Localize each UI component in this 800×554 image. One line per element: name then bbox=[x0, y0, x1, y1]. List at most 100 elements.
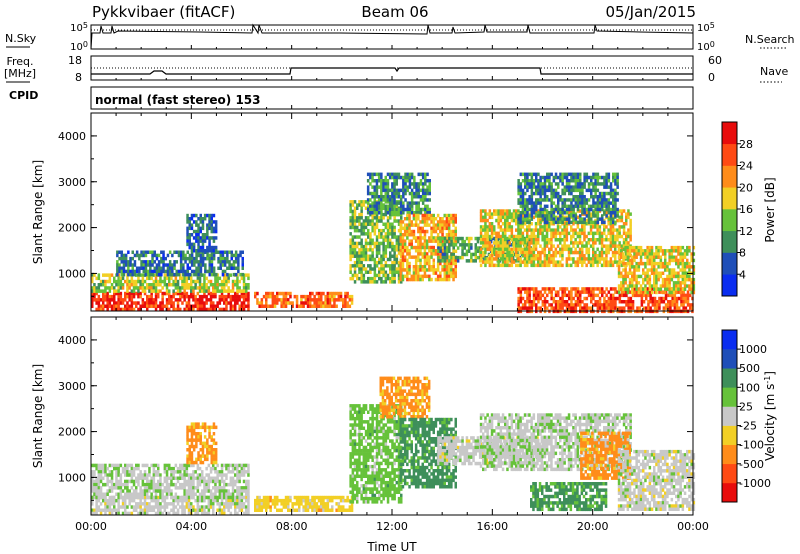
power-cell bbox=[510, 225, 514, 229]
power-cell bbox=[184, 256, 187, 261]
power-cell bbox=[331, 304, 334, 308]
power-cell bbox=[539, 220, 542, 225]
power-cell bbox=[214, 294, 217, 299]
power-cell bbox=[546, 217, 549, 221]
power-cell bbox=[637, 287, 641, 291]
power-cell bbox=[623, 293, 626, 298]
power-cell bbox=[519, 182, 523, 186]
power-cell bbox=[119, 279, 123, 284]
power-cell bbox=[495, 218, 498, 223]
power-cell bbox=[503, 255, 506, 260]
power-cell bbox=[666, 261, 669, 266]
power-cell bbox=[614, 296, 617, 301]
power-cell bbox=[441, 259, 445, 263]
power-cell bbox=[360, 257, 363, 262]
power-cell bbox=[530, 175, 534, 180]
power-cell bbox=[631, 303, 635, 307]
power-cell bbox=[360, 241, 363, 246]
power-cell bbox=[165, 291, 169, 296]
power-cell bbox=[596, 254, 599, 258]
power-cell bbox=[583, 290, 586, 294]
power-cell bbox=[561, 217, 564, 221]
power-cell bbox=[212, 269, 216, 274]
power-cell bbox=[201, 304, 204, 308]
power-cell bbox=[454, 258, 457, 263]
power-cell bbox=[658, 290, 661, 294]
power-cell bbox=[362, 228, 366, 233]
power-cell bbox=[501, 250, 505, 255]
power-cell bbox=[226, 250, 229, 254]
power-cell bbox=[616, 211, 619, 215]
power-cell bbox=[201, 223, 205, 227]
power-cell bbox=[512, 209, 516, 213]
power-cell bbox=[117, 298, 120, 302]
power-cell bbox=[530, 198, 534, 202]
power-cell bbox=[565, 263, 569, 268]
power-cell bbox=[497, 212, 500, 216]
power-cell bbox=[375, 211, 379, 215]
power-cell bbox=[574, 260, 577, 264]
power-cell bbox=[486, 218, 489, 223]
power-cell bbox=[583, 231, 586, 236]
power-cell bbox=[421, 245, 424, 250]
power-cell bbox=[479, 263, 483, 268]
power-cell bbox=[526, 214, 529, 218]
power-cell bbox=[393, 216, 396, 220]
power-cell bbox=[594, 231, 597, 236]
power-cell bbox=[567, 254, 571, 258]
power-cell bbox=[219, 266, 222, 270]
power-cell bbox=[623, 290, 626, 294]
power-cell bbox=[537, 257, 540, 261]
power-cell bbox=[375, 248, 379, 252]
power-cell bbox=[404, 175, 407, 180]
power-cell bbox=[190, 233, 194, 237]
power-cell bbox=[543, 234, 547, 239]
power-cell bbox=[397, 267, 401, 271]
power-cell bbox=[203, 273, 206, 277]
power-cell bbox=[242, 279, 246, 284]
power-cell bbox=[439, 249, 442, 253]
power-cell bbox=[521, 225, 525, 229]
power-cell bbox=[517, 254, 520, 258]
power-cell bbox=[417, 245, 420, 250]
power-cell bbox=[203, 239, 207, 243]
power-cell bbox=[668, 249, 671, 253]
power-cell bbox=[523, 257, 527, 261]
power-cell bbox=[672, 274, 676, 279]
power-cell bbox=[567, 250, 571, 255]
power-cell bbox=[124, 298, 127, 302]
power-cell bbox=[192, 304, 195, 308]
power-cell bbox=[168, 272, 172, 277]
power-cell bbox=[653, 284, 656, 288]
power-cell bbox=[585, 247, 588, 252]
power-cell bbox=[335, 304, 338, 308]
power-cell bbox=[208, 213, 211, 218]
power-cell bbox=[138, 269, 141, 274]
power-cell bbox=[609, 293, 613, 298]
power-cell bbox=[226, 253, 229, 258]
power-cell bbox=[590, 293, 593, 298]
power-cell bbox=[209, 294, 213, 299]
power-cell bbox=[106, 294, 109, 299]
power-cell bbox=[482, 260, 485, 264]
power-cell bbox=[587, 188, 591, 193]
power-cell bbox=[579, 179, 582, 183]
power-cell bbox=[563, 222, 566, 226]
power-cell bbox=[574, 263, 577, 268]
power-cell bbox=[506, 263, 509, 268]
power-cell bbox=[445, 265, 449, 269]
power-cell bbox=[495, 238, 498, 242]
power-cell bbox=[219, 263, 222, 267]
power-cell bbox=[543, 191, 547, 196]
power-cell bbox=[410, 245, 413, 250]
power-cell bbox=[95, 291, 98, 296]
power-cell bbox=[504, 238, 507, 242]
power-cell bbox=[532, 185, 536, 189]
power-cell bbox=[149, 250, 152, 254]
power-cell bbox=[590, 191, 593, 196]
power-cell bbox=[592, 293, 595, 298]
power-cell bbox=[171, 253, 174, 258]
power-cell bbox=[626, 255, 630, 259]
power-cell bbox=[546, 306, 549, 310]
power-cell bbox=[220, 298, 224, 302]
